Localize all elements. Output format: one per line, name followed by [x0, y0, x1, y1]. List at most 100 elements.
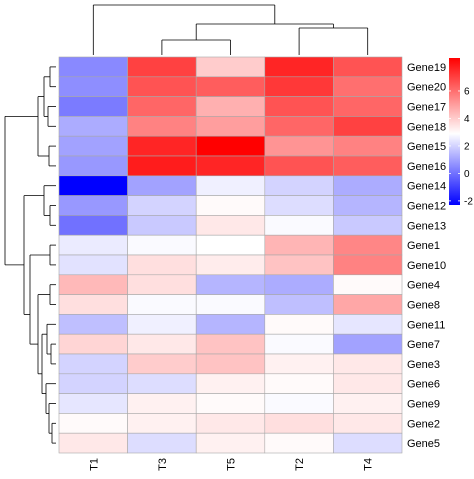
heatmap-cell-gene1-t5	[195, 234, 266, 256]
legend-tick-label: 2	[464, 141, 470, 152]
heatmap-cell-gene14-t1	[58, 175, 128, 196]
heatmap-cell-gene5-t1	[58, 432, 128, 454]
heatmap-cell-gene8-t3	[127, 294, 197, 315]
row-label-gene3: Gene3	[407, 359, 440, 371]
legend-tick-label: 0	[464, 169, 470, 180]
heatmap-cell-gene8-t5	[195, 294, 266, 315]
legend-ticks: -2 0 2 4 6	[449, 86, 473, 207]
row-label-gene6: Gene6	[407, 379, 440, 391]
column-label-t4: T4	[363, 458, 375, 471]
heatmap-cell-gene2-t1	[58, 413, 128, 434]
heatmap-cell-gene9-t2	[264, 393, 334, 414]
heatmap-cell-gene14-t3	[127, 175, 197, 196]
heatmap-cell-gene6-t2	[264, 373, 334, 394]
heatmap-cell-gene20-t4	[333, 76, 403, 97]
row-label-gene20: Gene20	[407, 82, 446, 94]
row-label-gene14: Gene14	[407, 181, 446, 193]
heatmap-cell-gene12-t4	[333, 195, 403, 216]
heatmap-cell-gene15-t5	[195, 135, 266, 157]
heatmap-cell-gene12-t2	[264, 195, 334, 216]
heatmap-cell-gene17-t1	[58, 96, 128, 117]
heatmap-cell-gene18-t2	[264, 116, 334, 137]
heatmap-cell-gene16-t4	[333, 155, 403, 177]
row-label-gene12: Gene12	[407, 201, 446, 213]
heatmap-cell-gene10-t3	[127, 254, 197, 276]
heatmap-cell-gene7-t4	[333, 333, 403, 355]
legend-tick-label: -2	[464, 196, 473, 207]
heatmap-cell-gene13-t2	[264, 215, 334, 236]
heatmap-cell-gene11-t4	[333, 314, 403, 335]
heatmap-cell-gene6-t5	[195, 373, 266, 394]
heatmap-cell-gene14-t5	[195, 175, 266, 196]
heatmap-cell-gene15-t1	[58, 135, 128, 157]
heatmap-cell-gene11-t5	[195, 314, 266, 335]
heatmap-cell-gene19-t3	[127, 56, 197, 78]
heatmap-cell-gene1-t3	[127, 234, 197, 256]
heatmap-cell-gene17-t3	[127, 96, 197, 117]
column-dendrogram	[92, 4, 369, 55]
legend-tick-label: 6	[464, 86, 470, 97]
heatmap-cell-gene13-t3	[127, 215, 197, 236]
heatmap-cell-gene7-t1	[58, 333, 128, 355]
heatmap-cell-gene2-t5	[195, 413, 266, 434]
row-label-gene18: Gene18	[407, 121, 446, 133]
heatmap-cell-gene19-t5	[195, 56, 266, 78]
heatmap-cell-gene1-t2	[264, 234, 334, 256]
heatmap-cell-gene17-t4	[333, 96, 403, 117]
heatmap-cell-gene16-t3	[127, 155, 197, 177]
row-labels: Gene19 Gene20 Gene17 Gene18 Gene15 Gene16 Gene…	[407, 62, 446, 450]
row-label-gene11: Gene11	[407, 319, 445, 331]
column-label-t5: T5	[226, 458, 238, 471]
heatmap-cell-gene5-t5	[195, 432, 266, 454]
row-dendrogram	[4, 66, 56, 444]
heatmap-cell-gene2-t3	[127, 413, 197, 434]
heatmap-cell-gene1-t1	[58, 234, 128, 256]
heatmap-cell-gene6-t3	[127, 373, 197, 394]
heatmap-cell-gene6-t4	[333, 373, 403, 394]
heatmap-cell-gene9-t5	[195, 393, 266, 414]
heatmap-cell-gene16-t1	[58, 155, 128, 177]
heatmap-cell-gene4-t2	[264, 274, 334, 295]
heatmap-cell-gene2-t4	[333, 413, 403, 434]
heatmap-cell-gene4-t5	[195, 274, 266, 295]
heatmap-cell-gene16-t2	[264, 155, 334, 177]
heatmap-cell-gene18-t3	[127, 116, 197, 137]
heatmap-cell-gene10-t5	[195, 254, 266, 276]
heatmap-cell-gene4-t3	[127, 274, 197, 295]
heatmap-cell-gene20-t2	[264, 76, 334, 97]
heatmap-cell-gene3-t3	[127, 353, 197, 375]
heatmap-cell-gene13-t5	[195, 215, 266, 236]
heatmap-cell-gene8-t1	[58, 294, 128, 315]
row-label-gene8: Gene8	[407, 300, 440, 312]
heatmap-cell-gene5-t2	[264, 432, 334, 454]
legend-color-bar	[449, 58, 460, 205]
row-label-gene5: Gene5	[407, 438, 440, 450]
row-label-gene16: Gene16	[407, 161, 446, 173]
heatmap-cell-gene5-t4	[333, 432, 403, 454]
heatmap-cell-gene2-t2	[264, 413, 334, 434]
row-label-gene13: Gene13	[407, 220, 446, 232]
heatmap-cell-gene8-t2	[264, 294, 334, 315]
heatmap-cell-gene4-t1	[58, 274, 128, 295]
heatmap-cell-gene11-t3	[127, 314, 197, 335]
row-label-gene4: Gene4	[407, 280, 440, 292]
heatmap-cell-gene4-t4	[333, 274, 403, 295]
heatmap-cell-gene7-t2	[264, 333, 334, 355]
row-label-gene19: Gene19	[407, 62, 446, 74]
heatmap-cell-gene9-t4	[333, 393, 403, 414]
heatmap-cell-gene20-t5	[195, 76, 266, 97]
column-label-t2: T2	[294, 458, 306, 471]
heatmap-cell-gene9-t1	[58, 393, 128, 414]
heatmap-cell-gene11-t1	[58, 314, 128, 335]
heatmap-cell-gene6-t1	[58, 373, 128, 394]
heatmap-cell-gene19-t2	[264, 56, 334, 78]
heatmap-cell-gene7-t3	[127, 333, 197, 355]
heatmap-cell-gene13-t1	[58, 215, 128, 236]
row-label-gene17: Gene17	[407, 102, 446, 114]
heatmap-cell-gene17-t5	[195, 96, 266, 117]
heatmap-cell-gene20-t1	[58, 76, 128, 97]
heatmap-cell-gene15-t2	[264, 135, 334, 157]
row-label-gene15: Gene15	[407, 141, 446, 153]
heatmap-cell-gene8-t4	[333, 294, 403, 315]
